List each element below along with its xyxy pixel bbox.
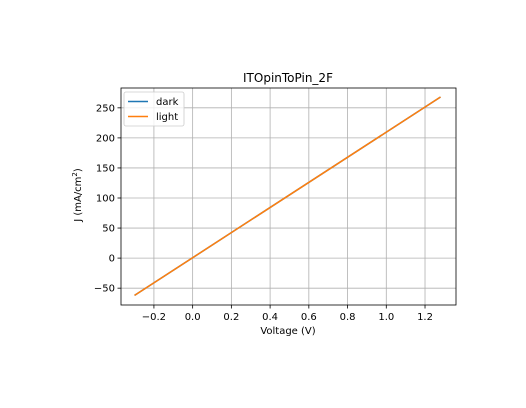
x-axis-label: Voltage (V) [260, 326, 315, 337]
y-tick-label: 0 [109, 254, 115, 265]
y-axis-label-close: ) [73, 168, 84, 172]
legend-label-light: light [156, 112, 178, 123]
axes-frame [120, 87, 457, 306]
y-axis-ticks: −50 0 50 100 150 200 250 [94, 103, 121, 295]
x-axis-ticks: −0.2 0.0 0.2 0.4 0.6 0.8 1.0 1.2 [142, 305, 433, 323]
legend: dark light [123, 91, 185, 127]
grid [121, 88, 456, 305]
y-tick-label: 150 [96, 163, 115, 174]
y-tick-label: 100 [96, 194, 115, 205]
x-tick-label: 1.2 [417, 312, 433, 323]
series-line-light [134, 96, 441, 297]
x-tick-label: 0.6 [301, 312, 317, 323]
y-tick-label: 200 [96, 133, 115, 144]
y-axis-label: J (mA/cm2) [71, 168, 84, 223]
x-tick-label: −0.2 [142, 312, 166, 323]
x-tick-label: 0.0 [185, 312, 201, 323]
y-tick-label: 50 [102, 224, 115, 235]
y-tick-label: 250 [96, 103, 115, 114]
legend-box [123, 91, 185, 127]
legend-label-dark: dark [156, 97, 179, 108]
y-tick-label: −50 [94, 284, 115, 295]
x-tick-label: 1.0 [378, 312, 394, 323]
plot-lines [134, 96, 441, 297]
y-axis-label-superscript: 2 [71, 172, 79, 176]
y-axis-label-main: J (mA/cm [73, 177, 84, 223]
x-tick-label: 0.2 [223, 312, 239, 323]
x-tick-label: 0.8 [340, 312, 356, 323]
chart-title: ITOpinToPin_2F [243, 71, 333, 85]
x-tick-label: 0.4 [262, 312, 278, 323]
